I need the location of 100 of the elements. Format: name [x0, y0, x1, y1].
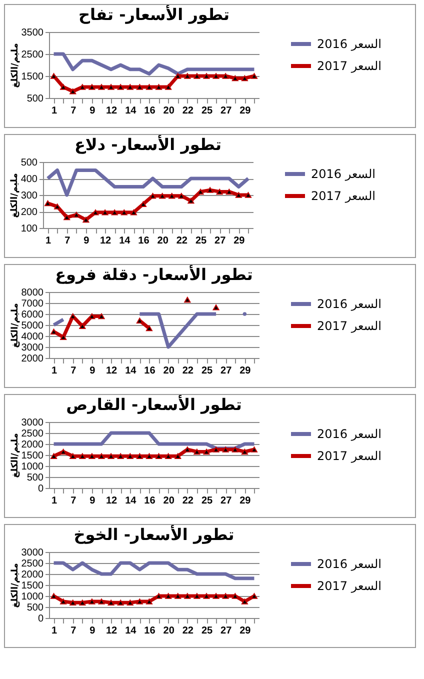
y-tick-label: 1500	[21, 72, 44, 82]
y-tick-label: 7000	[21, 298, 44, 310]
legend-label: 2016 السعر	[311, 167, 376, 181]
y-tick-label: 500	[20, 158, 38, 168]
legend-label: 2016 السعر	[317, 297, 382, 311]
x-tick-label: 20	[163, 106, 175, 116]
x-tick-label: 7	[70, 626, 77, 636]
x-tick-label: 29	[234, 236, 246, 246]
y-tick-label: 3000	[21, 418, 44, 428]
x-tick-label: 27	[214, 236, 226, 246]
x-tick-label: 14	[125, 106, 137, 116]
y-tick-label: 500	[26, 94, 44, 104]
x-tick-label: 22	[182, 496, 194, 506]
legend-label: 2017 السعر	[317, 319, 382, 333]
x-tick-label: 22	[176, 236, 188, 246]
y-tick-label: 5000	[21, 320, 44, 332]
x-tick-label: 9	[90, 366, 96, 376]
y-axis-title: مليم/الكلغ	[10, 173, 20, 218]
y-tick-label: 1500	[21, 580, 44, 592]
x-tick-label: 20	[163, 496, 175, 506]
legend-label: 2017 السعر	[317, 59, 382, 73]
x-tick-label: 29	[240, 626, 252, 636]
x-tick-label: 25	[201, 106, 213, 116]
legend-label: 2016 السعر	[317, 427, 382, 441]
chart-title: تطور الأسعار- دلاع	[74, 134, 222, 154]
x-tick-label: 25	[195, 236, 207, 246]
y-tick-label: 8000	[21, 288, 44, 298]
x-tick-label: 22	[182, 106, 194, 116]
y-tick-label: 2500	[21, 50, 44, 60]
x-tick-label: 1	[51, 626, 58, 636]
x-tick-label: 25	[201, 496, 213, 506]
x-tick-label: 16	[144, 626, 156, 636]
x-tick-label: 14	[125, 496, 137, 506]
x-tick-label: 12	[106, 496, 118, 506]
y-tick-label: 6000	[21, 310, 44, 320]
x-tick-label: 22	[182, 626, 194, 636]
y-tick-label: 100	[20, 224, 38, 234]
x-tick-label: 16	[144, 366, 156, 376]
x-tick-label: 16	[144, 496, 156, 506]
y-tick-label: 0	[38, 484, 44, 494]
x-tick-label: 29	[240, 106, 252, 116]
y-tick-label: 400	[20, 174, 38, 185]
x-tick-label: 27	[220, 106, 232, 116]
x-tick-label: 20	[157, 236, 169, 246]
x-tick-label: 25	[201, 626, 213, 636]
x-tick-label: 1	[51, 366, 58, 376]
x-tick-label: 9	[90, 626, 96, 636]
x-tick-label: 27	[220, 496, 232, 506]
y-tick-label: 1000	[21, 462, 44, 472]
x-tick-label: 16	[144, 106, 156, 116]
x-tick-label: 9	[84, 236, 90, 246]
x-tick-label: 20	[163, 366, 175, 376]
x-tick-label: 7	[70, 366, 77, 376]
x-tick-label: 27	[220, 626, 232, 636]
y-tick-label: 3000	[21, 342, 44, 354]
y-tick-label: 500	[26, 602, 44, 614]
chart-title: تطور الأسعار- تفاح	[78, 4, 230, 24]
y-tick-label: 2000	[21, 440, 44, 450]
legend-label: 2017 السعر	[311, 189, 376, 203]
x-tick-label: 29	[240, 366, 252, 376]
y-tick-label: 3000	[21, 548, 44, 558]
x-tick-label: 1	[45, 236, 52, 246]
y-tick-label: 2000	[21, 354, 44, 364]
y-tick-label: 1000	[21, 592, 44, 602]
x-tick-label: 1	[51, 106, 58, 116]
x-tick-label: 7	[64, 236, 71, 246]
legend-label: 2016 السعر	[317, 557, 382, 571]
x-tick-label: 20	[163, 626, 175, 636]
x-tick-label: 7	[70, 106, 77, 116]
y-tick-label: 200	[20, 207, 38, 218]
y-axis-title: مليم/الكلغ	[10, 303, 20, 348]
x-tick-label: 27	[220, 366, 232, 376]
x-tick-label: 9	[90, 496, 96, 506]
x-tick-label: 12	[106, 106, 118, 116]
x-tick-label: 9	[90, 106, 96, 116]
chart-title: تطور الأسعار- القارص	[66, 394, 242, 414]
y-tick-label: 3500	[21, 28, 44, 38]
x-tick-label: 14	[119, 236, 131, 246]
y-tick-label: 2500	[21, 428, 44, 440]
y-tick-label: 2000	[21, 570, 44, 580]
legend-label: 2016 السعر	[317, 37, 382, 51]
chart-title: تطور الأسعار- الخوخ	[74, 524, 234, 544]
x-tick-label: 7	[70, 496, 77, 506]
y-tick-label: 1500	[21, 450, 44, 462]
x-tick-label: 1	[51, 496, 58, 506]
x-tick-label: 12	[100, 236, 112, 246]
x-tick-label: 29	[240, 496, 252, 506]
x-tick-label: 22	[182, 366, 194, 376]
y-tick-label: 2500	[21, 558, 44, 570]
legend-label: 2017 السعر	[317, 449, 382, 463]
chart-title: تطور الأسعار- دقلة فروع	[55, 264, 253, 284]
y-axis-title: مليم/الكلغ	[10, 43, 20, 88]
y-axis-title: مليم/الكلغ	[10, 563, 20, 608]
y-tick-label: 500	[26, 472, 44, 484]
x-tick-label: 25	[201, 366, 213, 376]
y-axis-title: مليم/الكلغ	[10, 433, 20, 478]
y-tick-label: 0	[38, 614, 44, 624]
x-tick-label: 12	[106, 366, 118, 376]
y-tick-label: 300	[20, 190, 38, 202]
x-tick-label: 14	[125, 626, 137, 636]
